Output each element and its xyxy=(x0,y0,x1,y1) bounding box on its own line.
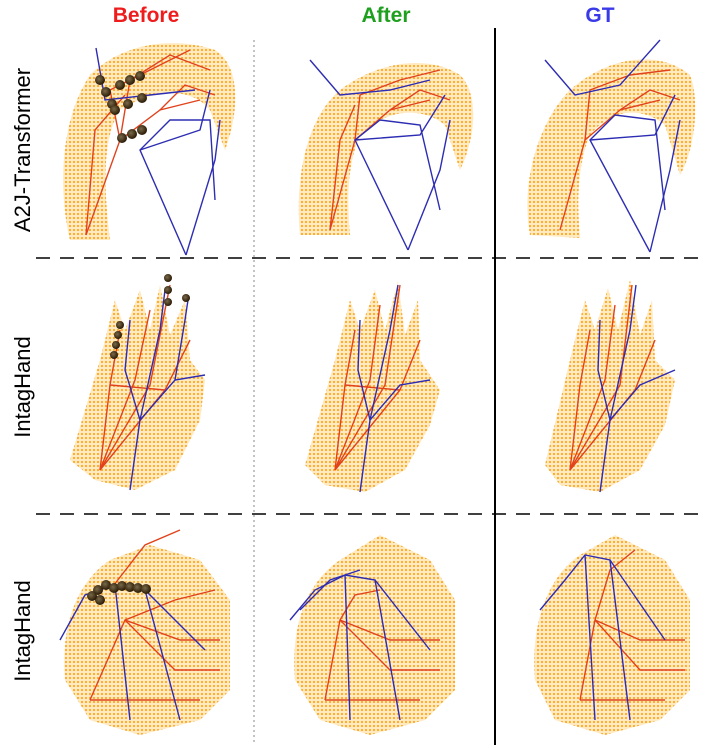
error-markers xyxy=(110,274,190,359)
skeleton-right xyxy=(289,569,431,721)
hand-mesh xyxy=(294,535,455,735)
skeleton-right xyxy=(309,59,451,251)
skeleton-right xyxy=(95,47,221,256)
hand-r2-gt xyxy=(545,280,676,493)
hand-r1-gt xyxy=(527,39,696,253)
hand-r3-before xyxy=(59,529,230,735)
column-header-before: Before xyxy=(112,4,180,27)
column-header-gt: GT xyxy=(585,4,615,27)
error-markers xyxy=(95,71,147,143)
skeleton-left xyxy=(334,284,421,471)
hand-r2-after xyxy=(305,282,440,493)
hand-r1-before xyxy=(63,43,236,256)
skeleton-right xyxy=(539,554,666,721)
skeleton-left xyxy=(579,549,685,701)
skeleton-left xyxy=(324,589,440,701)
hand-mesh xyxy=(527,59,696,238)
skeleton-right xyxy=(357,284,431,493)
hand-r3-after xyxy=(289,535,455,735)
hand-mesh xyxy=(534,535,690,735)
column-header-after: After xyxy=(361,4,411,27)
hand-r2-before xyxy=(70,274,206,491)
error-markers xyxy=(87,580,151,605)
skeleton-right xyxy=(124,289,206,491)
skeleton-right xyxy=(597,284,676,493)
hand-r3-gt xyxy=(534,535,690,735)
hand-mesh xyxy=(64,545,230,735)
hand-r1-after xyxy=(298,59,474,251)
hand-mesh xyxy=(298,63,474,235)
skeleton-left xyxy=(329,69,451,231)
skeleton-left xyxy=(559,69,681,231)
skeleton-right xyxy=(544,39,681,253)
hand-mesh xyxy=(545,280,675,492)
skeleton-left xyxy=(569,284,656,471)
